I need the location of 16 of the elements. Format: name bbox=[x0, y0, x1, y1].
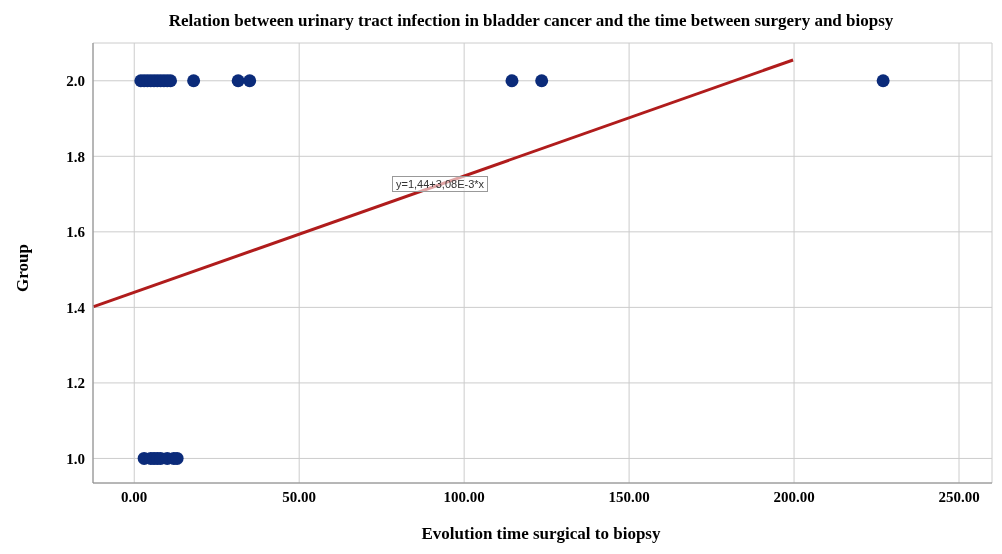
annotation: y=1,44+3,08E-3*x bbox=[392, 176, 489, 192]
x-tick-label: 50.00 bbox=[282, 488, 317, 505]
y-tick-label: 1.6 bbox=[66, 224, 86, 241]
x-tick-label: 100.00 bbox=[443, 488, 485, 505]
y-tick-label: 1.0 bbox=[66, 450, 85, 467]
chart-title: Relation between urinary tract infection in bladder cancer and the time between surgery and biopsy bbox=[167, 10, 895, 32]
y-tick-label: 2.0 bbox=[66, 73, 85, 90]
y-tick-label: 1.8 bbox=[66, 148, 85, 165]
x-tick-label: 150.00 bbox=[608, 488, 650, 505]
y-tick-label: 1.2 bbox=[66, 375, 85, 392]
x-axis-title: Evolution time surgical to biopsy bbox=[420, 524, 662, 544]
y-axis-title: Group bbox=[13, 244, 33, 292]
x-tick-label: 0.00 bbox=[121, 488, 148, 505]
x-tick-label: 200.00 bbox=[773, 488, 815, 505]
y-tick-label: 1.4 bbox=[66, 299, 86, 316]
x-tick-label: 250.00 bbox=[938, 488, 980, 505]
